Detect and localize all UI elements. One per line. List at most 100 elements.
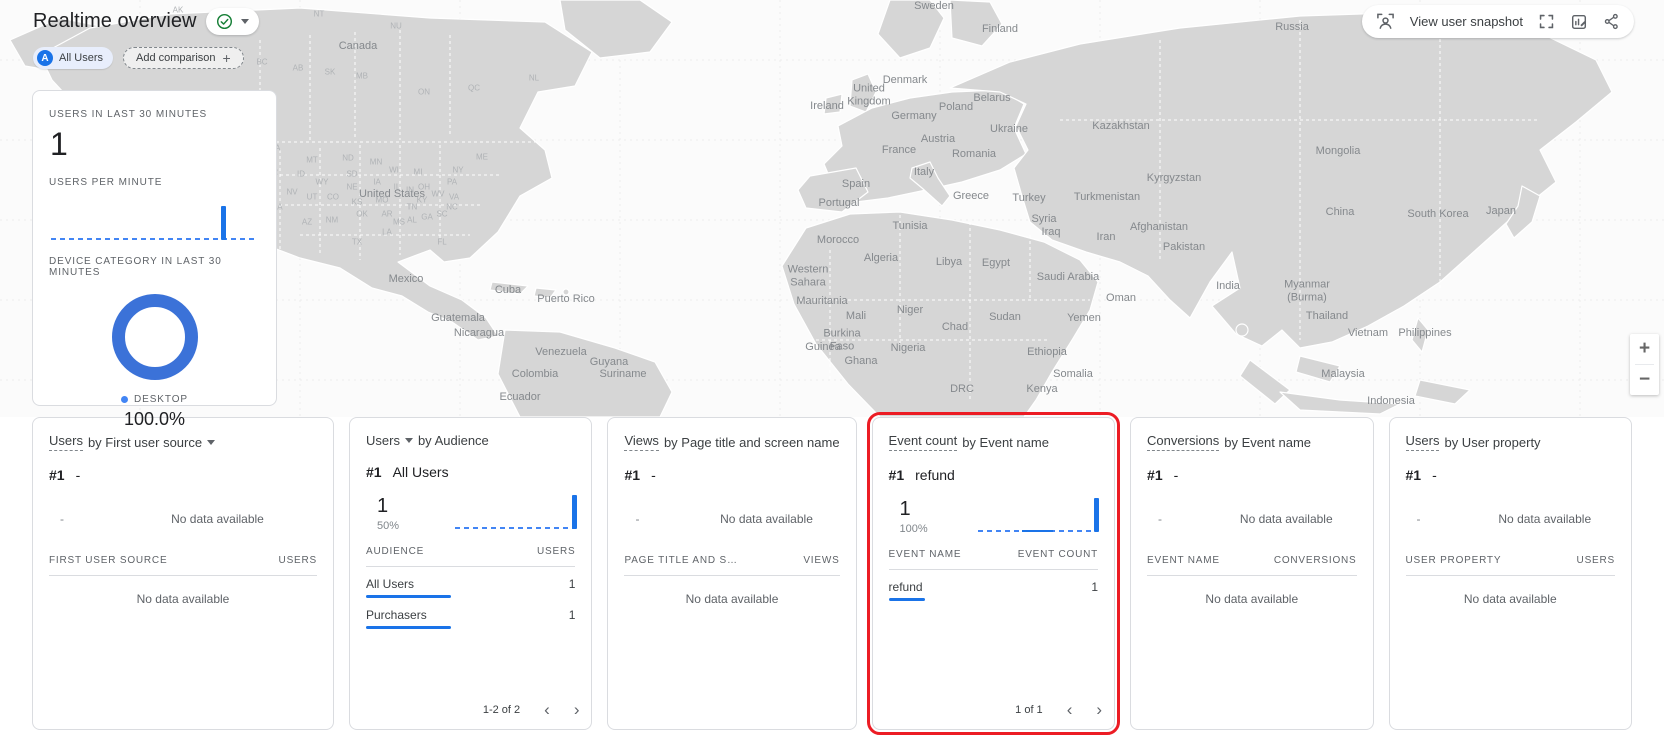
column-dimension: EVENT NAME [888,549,962,560]
card-title[interactable]: Conversions by Event name [1147,433,1356,451]
realtime-summary-card: USERS IN LAST 30 MINUTES 1 USERS PER MIN… [32,90,277,429]
all-users-chip[interactable]: A All Users [33,47,114,69]
empty-value-dash: - [635,512,640,526]
plus-icon: + [222,50,231,66]
metric-block: 1 100% [889,490,1100,535]
check-circle-icon [217,13,233,30]
fullscreen-icon[interactable] [1538,13,1555,30]
report-status-pill[interactable] [206,8,260,35]
dimension-label: by Event name [1224,434,1312,450]
chevron-down-icon[interactable] [207,439,216,445]
rank-number: #1 [1405,467,1422,483]
device-category-label: DEVICE CATEGORY IN LAST 30 MINUTES [49,256,222,278]
table-row[interactable]: refund 1 [888,580,1099,601]
sparkline-bar [220,206,226,240]
users-30min-value: 1 [50,126,68,162]
card-title[interactable]: Views by Page title and screen name [624,433,840,451]
metric-block: 1 50% [366,487,577,532]
row-value: 1 [568,608,576,622]
card-users-by-audience: Users by Audience #1 All Users 1 50% AU [349,417,593,730]
metric-label[interactable]: Conversions [1147,433,1220,451]
next-page-icon[interactable]: › [573,700,580,719]
card-title[interactable]: Users by User property [1405,433,1615,451]
top-rank-row: #1 - [49,467,317,483]
map-zoom-in-button[interactable]: + [1638,338,1651,359]
no-data-message: No data available [1498,512,1592,526]
column-metric: CONVERSIONS [1273,555,1357,566]
row-value-bar [888,598,926,601]
previous-page-icon[interactable]: ‹ [544,700,550,719]
metric-value: 1 [899,498,911,520]
row-value: 1 [568,577,576,591]
users-per-minute-label: USERS PER MINUTE [49,177,163,188]
metric-label[interactable]: Users [366,433,400,448]
table-header: EVENT NAME EVENT COUNT [888,549,1099,570]
map-zoom-out-button[interactable]: − [1638,369,1651,390]
pagination: 1 of 1 ‹ › [1015,701,1102,718]
table-no-data: No data available [1205,592,1299,606]
device-donut-chart[interactable] [49,294,260,380]
top-rank-row: #1 - [624,467,839,483]
rank-number: #1 [624,467,641,483]
metric-label[interactable]: Event count [888,433,958,451]
rank-value: refund [915,467,955,483]
realtime-cards-row: Users by First user source #1 - - No dat… [32,412,1632,735]
rank-value: - [1173,467,1179,483]
column-dimension: EVENT NAME [1147,555,1220,566]
users-30min-label: USERS IN LAST 30 MINUTES [49,109,208,120]
share-icon[interactable] [1603,13,1620,30]
table-header: FIRST USER SOURCE USERS [49,555,317,576]
card-users-by-user-property: Users by User property #1 - - No data av… [1388,417,1632,730]
column-metric: VIEWS [803,555,840,566]
add-comparison-label: Add comparison [136,52,216,64]
table-row[interactable]: All Users 1 [366,577,575,598]
page-range: 1-2 of 2 [482,703,521,716]
row-value: 1 [1091,580,1099,594]
metric-label[interactable]: Views [624,433,659,451]
empty-value-dash: - [60,512,64,526]
table-no-data: No data available [136,592,230,606]
row-name[interactable]: Purchasers [366,608,427,622]
zoom-divider [1635,364,1654,365]
empty-value-dash: - [1416,512,1421,526]
empty-metric-area: - No data available [1147,497,1356,541]
card-sparkline[interactable] [455,487,577,529]
column-dimension: USER PROPERTY [1405,555,1502,566]
metric-label[interactable]: Users [1405,433,1440,451]
card-title[interactable]: Users by Audience [366,433,575,448]
column-dimension: FIRST USER SOURCE [49,555,168,566]
card-title[interactable]: Users by First user source [49,433,317,451]
card-views-by-page-title: Views by Page title and screen name #1 -… [607,417,857,730]
page-header: Realtime overview [33,8,260,35]
card-title[interactable]: Event count by Event name [888,433,1098,451]
all-users-avatar: A [37,50,53,66]
dimension-label: by User property [1444,434,1541,450]
add-comparison-chip[interactable]: Add comparison + [123,47,244,69]
row-name[interactable]: All Users [366,577,415,591]
card-sparkline[interactable] [977,490,1100,532]
sparkline-solid-segment [1022,530,1054,532]
row-name[interactable]: refund [888,580,923,594]
metric-value: 1 [377,495,389,517]
rank-value: All Users [392,464,449,480]
map-zoom-control: + − [1630,334,1659,395]
metric-percent: 50% [377,520,400,532]
previous-page-icon[interactable]: ‹ [1066,700,1073,719]
next-page-icon[interactable]: › [1096,700,1103,719]
metric-label[interactable]: Users [49,433,83,451]
column-metric: USERS [278,555,317,566]
card-event-count-by-event-name: Event count by Event name #1 refund 1 10… [866,412,1121,735]
edit-chart-icon[interactable] [1570,13,1588,31]
table-row[interactable]: Purchasers 1 [366,608,575,629]
top-rank-row: #1 - [1406,467,1615,483]
view-user-snapshot-button[interactable]: View user snapshot [1409,14,1523,29]
user-snapshot-icon[interactable] [1376,12,1395,31]
rank-value: - [75,467,81,483]
report-actions-toolbar: View user snapshot [1361,5,1634,38]
sparkline-bar [571,495,577,529]
chevron-down-icon[interactable] [404,438,413,443]
row-value-bar [366,626,451,629]
users-per-minute-sparkline[interactable] [51,198,258,240]
top-rank-row: #1 - [1147,467,1356,483]
